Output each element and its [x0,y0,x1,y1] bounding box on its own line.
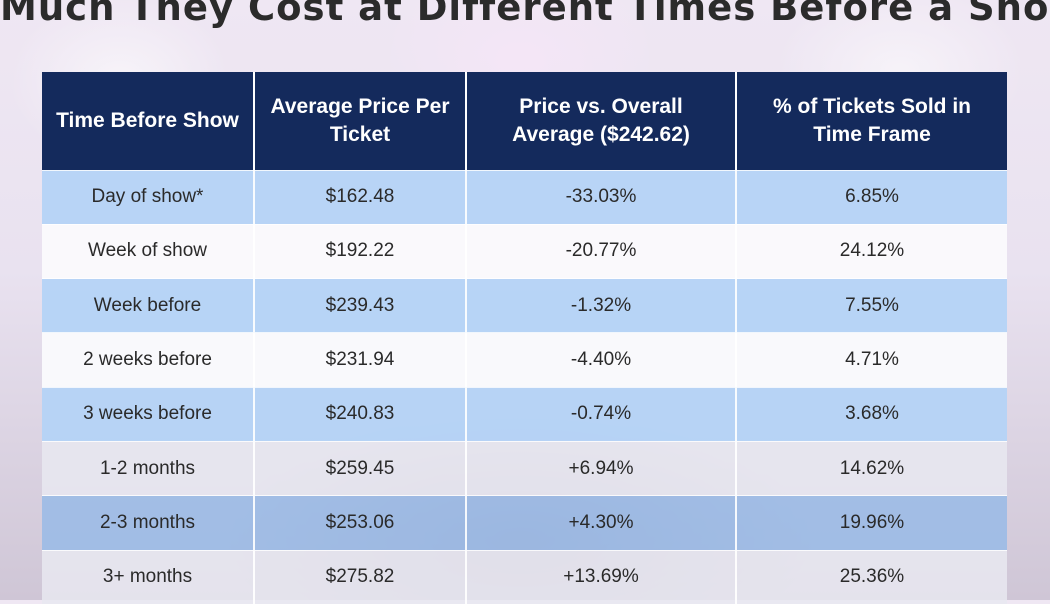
ticket-price-table: Time Before Show Average Price Per Ticke… [42,72,1007,604]
table-header: Time Before Show Average Price Per Ticke… [42,72,1007,170]
cell-price-diff: -20.77% [466,223,737,279]
cell-avg-price: $259.45 [254,440,467,496]
cell-price-diff: -1.32% [466,278,737,333]
table-row: 2-3 months $253.06 +4.30% 19.96% [42,495,1007,551]
table-row: 3+ months $275.82 +13.69% 25.36% [42,549,1007,604]
cell-time: 3 weeks before [42,386,255,442]
cell-price-diff: -4.40% [466,332,737,388]
header-average-price: Average Price Per Ticket [254,72,467,170]
cell-price-diff: +13.69% [466,549,737,604]
table-row: 1-2 months $259.45 +6.94% 14.62% [42,440,1007,496]
cell-time: 2-3 months [42,495,255,551]
header-row: Time Before Show Average Price Per Ticke… [42,72,1007,170]
header-time-before-show: Time Before Show [42,72,255,170]
cell-time: Week of show [42,223,255,279]
table-row: Day of show* $162.48 -33.03% 6.85% [42,169,1007,225]
cell-avg-price: $231.94 [254,332,467,388]
cell-time: 1-2 months [42,440,255,496]
cell-price-diff: +4.30% [466,495,737,551]
cell-price-diff: -0.74% [466,386,737,442]
cell-time: 3+ months [42,549,255,604]
cell-time: Week before [42,278,255,333]
header-percent-sold: % of Tickets Sold in Time Frame [736,72,1007,170]
cell-percent-sold: 3.68% [736,386,1007,442]
cell-avg-price: $192.22 [254,223,467,279]
page-title: Much They Cost at Different Times Before… [0,0,1050,29]
cell-percent-sold: 4.71% [736,332,1007,388]
ticket-price-table-container: Time Before Show Average Price Per Ticke… [42,72,1007,604]
cell-percent-sold: 24.12% [736,223,1007,279]
cell-percent-sold: 14.62% [736,440,1007,496]
cell-percent-sold: 7.55% [736,278,1007,333]
cell-percent-sold: 6.85% [736,169,1007,225]
header-price-vs-average: Price vs. Overall Average ($242.62) [466,72,737,170]
cell-avg-price: $275.82 [254,549,467,604]
cell-avg-price: $240.83 [254,386,467,442]
cell-avg-price: $239.43 [254,278,467,333]
table-row: Week of show $192.22 -20.77% 24.12% [42,223,1007,279]
cell-percent-sold: 19.96% [736,495,1007,551]
table-row: 2 weeks before $231.94 -4.40% 4.71% [42,332,1007,388]
cell-time: 2 weeks before [42,332,255,388]
cell-price-diff: -33.03% [466,169,737,225]
cell-percent-sold: 25.36% [736,549,1007,604]
table-body: Day of show* $162.48 -33.03% 6.85% Week … [42,169,1007,604]
table-row: 3 weeks before $240.83 -0.74% 3.68% [42,386,1007,442]
cell-price-diff: +6.94% [466,440,737,496]
cell-time: Day of show* [42,169,255,225]
cell-avg-price: $162.48 [254,169,467,225]
cell-avg-price: $253.06 [254,495,467,551]
table-row: Week before $239.43 -1.32% 7.55% [42,278,1007,333]
